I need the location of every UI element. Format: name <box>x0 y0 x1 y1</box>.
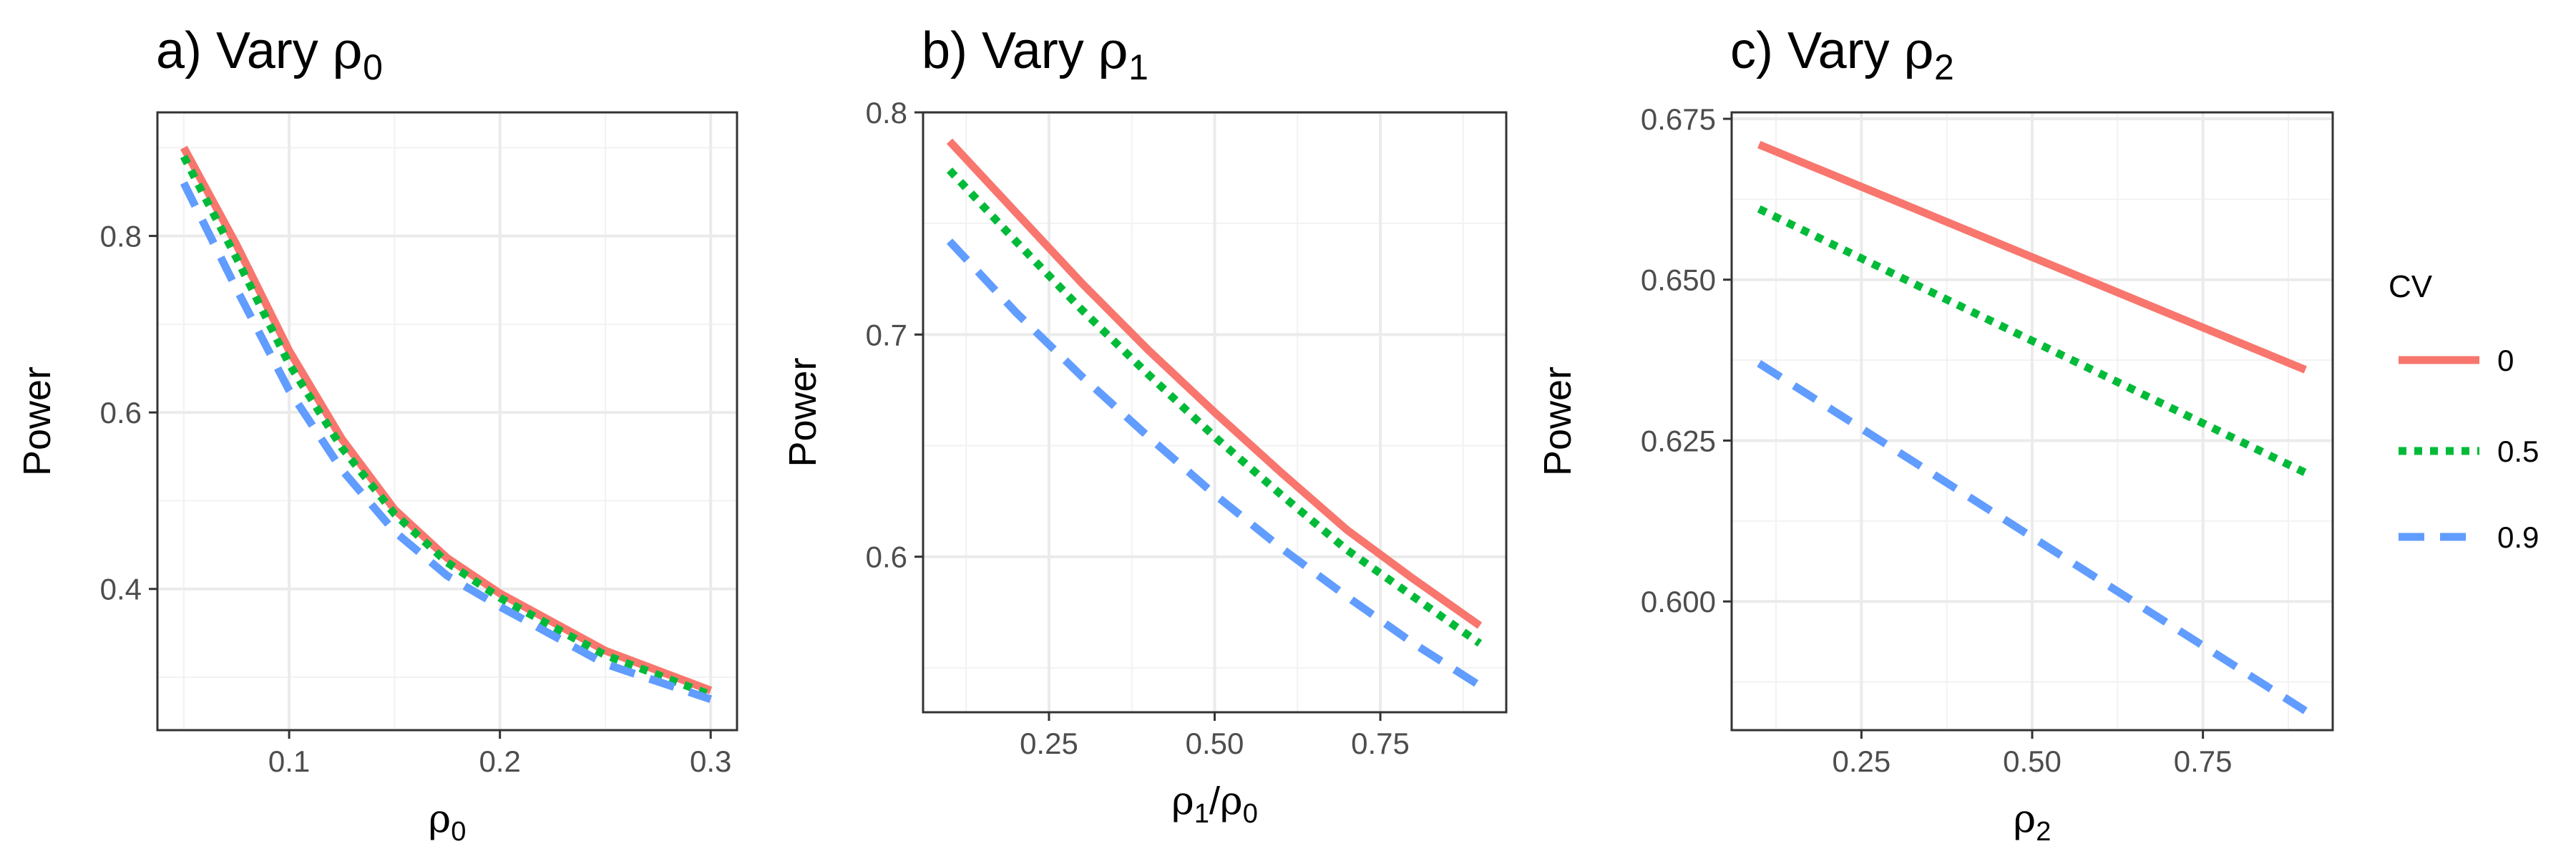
x-axis-title: ρ1/ρ0 <box>1171 778 1258 829</box>
series-line-cv-0-5 <box>1757 205 2308 477</box>
x-tick-label: 0.2 <box>479 744 520 778</box>
y-tick-label: 0.6 <box>100 396 142 430</box>
x-tick-label: 0.50 <box>1186 727 1244 760</box>
panel-c: 0.25 0.50 0.75 0.600 0.625 0.650 0.675 Power ρ2 c… <box>1536 20 2334 847</box>
x-tick-label: 0.75 <box>2174 744 2233 778</box>
legend: CV 0 0.5 0.9 <box>2389 269 2539 554</box>
panel-a-plot-area <box>157 112 737 730</box>
y-tick-label: 0.4 <box>100 573 142 606</box>
legend-title: CV <box>2389 269 2433 304</box>
x-tick-label: 0.1 <box>268 744 310 778</box>
series-line-cv-0 <box>1757 140 2307 374</box>
panel-a: 0.1 0.2 0.3 0.4 0.6 0.8 Power ρ0 a) Vary ρ0 <box>16 20 738 847</box>
x-tick-label: 0.25 <box>1020 727 1078 760</box>
series-line-cv-0-5 <box>946 167 1483 647</box>
panel-title: c) Vary ρ2 <box>1730 20 1954 87</box>
legend-item-cv-0-9: 0.9 <box>2399 520 2539 554</box>
legend-label: 0.5 <box>2497 435 2539 468</box>
x-axis-title: ρ0 <box>429 796 467 847</box>
legend-label: 0.9 <box>2497 520 2539 554</box>
panel-title: b) Vary ρ1 <box>922 20 1148 87</box>
y-tick-label: 0.8 <box>866 96 907 130</box>
panel-a-border <box>156 111 738 732</box>
series-line-cv-0-5 <box>180 155 713 699</box>
legend-item-cv-0-5: 0.5 <box>2399 435 2539 468</box>
x-tick-label: 0.25 <box>1832 744 1890 778</box>
y-tick-label: 0.7 <box>866 318 907 351</box>
x-tick-label: 0.75 <box>1351 727 1410 760</box>
y-tick-label: 0.6 <box>866 540 907 574</box>
x-axis-title: ρ2 <box>2014 796 2051 847</box>
y-axis-title: Power <box>1536 367 1579 476</box>
y-tick-label: 0.650 <box>1641 263 1716 297</box>
y-tick-label: 0.8 <box>100 220 142 253</box>
y-tick-label: 0.675 <box>1641 102 1716 136</box>
series-line-cv-0-9 <box>1757 359 2308 714</box>
x-tick-label: 0.3 <box>690 744 731 778</box>
panel-title: a) Vary ρ0 <box>156 20 383 87</box>
series-line-cv-0 <box>946 138 1483 629</box>
panel-b: 0.25 0.50 0.75 0.6 0.7 0.8 Power ρ1/ρ0 b) Vary ρ… <box>781 20 1508 829</box>
series-line-cv-0-9 <box>946 238 1482 689</box>
y-tick-label: 0.600 <box>1641 585 1716 618</box>
y-axis-title: Power <box>16 367 59 476</box>
legend-item-cv-0: 0 <box>2399 344 2514 377</box>
y-tick-label: 0.625 <box>1641 424 1716 457</box>
x-tick-label: 0.50 <box>2003 744 2062 778</box>
legend-label: 0 <box>2497 344 2514 377</box>
y-axis-title: Power <box>781 357 824 467</box>
